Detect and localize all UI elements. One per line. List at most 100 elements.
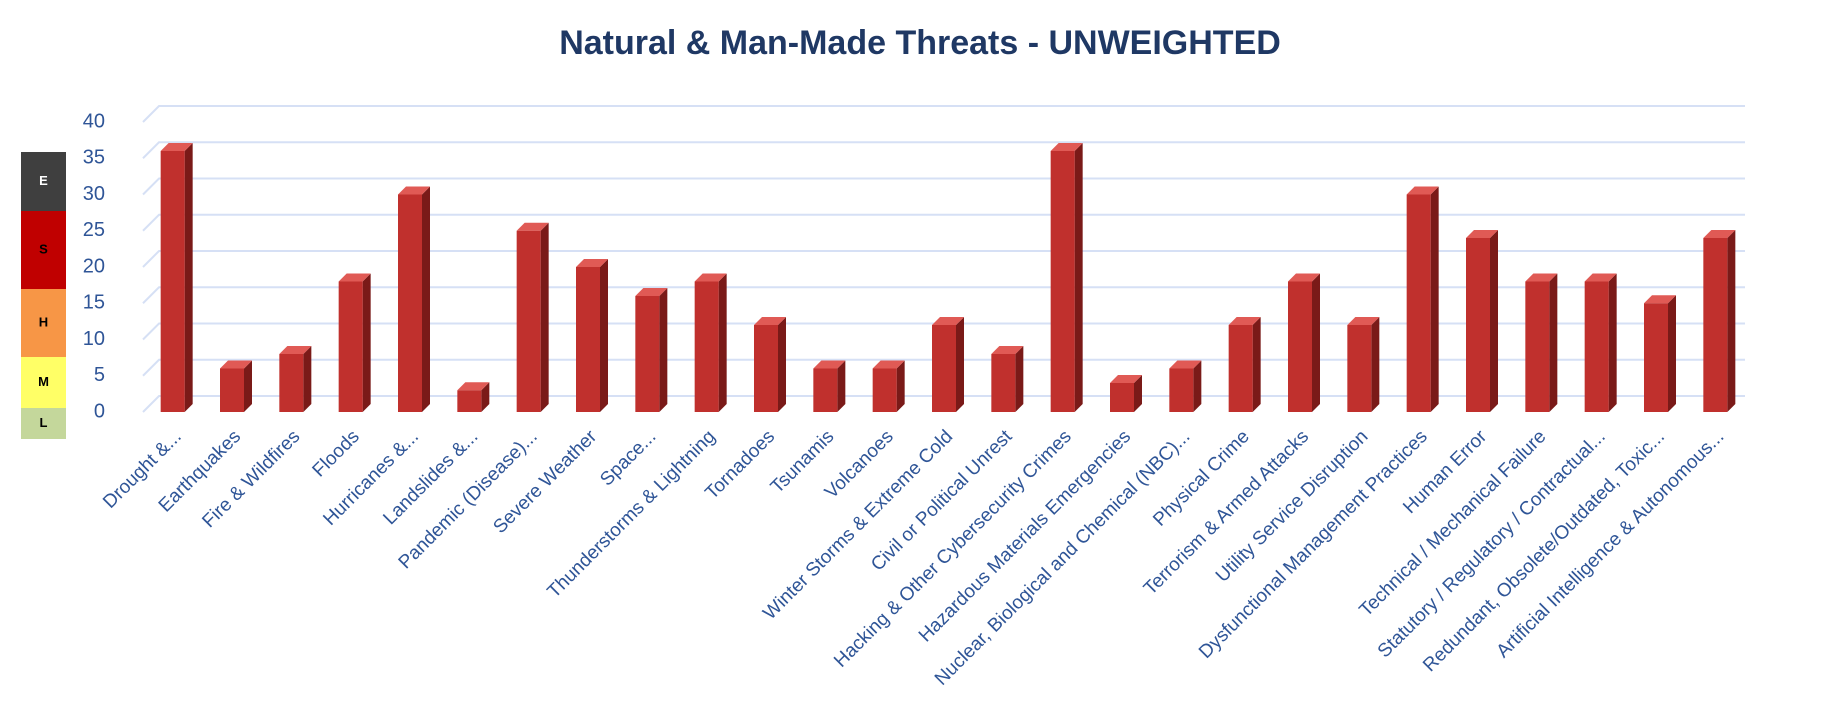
bar-face	[991, 346, 1024, 354]
bar	[516, 222, 549, 412]
bar	[694, 273, 727, 412]
y-tick-label: 0	[94, 400, 105, 422]
grid-line	[142, 141, 1745, 159]
bar	[1110, 375, 1142, 412]
bar-face	[576, 267, 600, 412]
risk-band	[21, 211, 66, 289]
bar-face	[1430, 186, 1439, 412]
bar-face	[635, 296, 660, 412]
bar-face	[813, 360, 846, 369]
bar-face	[872, 368, 897, 412]
bar-face	[778, 317, 786, 412]
bar	[1466, 230, 1498, 412]
bar	[813, 360, 846, 412]
bar	[991, 346, 1024, 412]
bar-face	[872, 360, 905, 369]
bar	[398, 186, 430, 412]
bar-face	[956, 317, 964, 412]
bar-face	[1608, 273, 1617, 412]
bar-face	[754, 317, 786, 325]
bar-face	[1549, 273, 1558, 412]
bar-face	[220, 360, 252, 369]
bar-face	[1312, 273, 1320, 412]
bar-face	[1169, 360, 1202, 369]
bar-face	[1466, 230, 1498, 238]
bar-face	[1074, 143, 1083, 412]
bar-face	[1525, 273, 1558, 282]
bar-face	[398, 194, 422, 412]
bar-face	[160, 143, 193, 151]
chart-title: Natural & Man-Made Threats - UNWEIGHTED	[559, 24, 1281, 62]
bar-face	[279, 346, 312, 354]
bar-face	[718, 273, 727, 412]
y-tick-label: 15	[83, 292, 105, 314]
y-tick-label: 20	[83, 255, 105, 277]
bar	[220, 360, 252, 412]
bar-face	[932, 325, 956, 412]
bar-face	[516, 230, 541, 412]
bar-face	[1668, 295, 1676, 412]
risk-band-label: M	[38, 374, 49, 389]
bar-face	[1110, 383, 1134, 412]
bar-face	[457, 382, 490, 391]
bar	[1050, 143, 1083, 412]
bar-face	[422, 186, 430, 412]
bar	[1406, 186, 1439, 412]
grid-line	[142, 177, 1745, 196]
bar-face	[1525, 281, 1550, 412]
bar-face	[1703, 230, 1736, 238]
y-tick-label: 35	[83, 147, 105, 169]
risk-band	[21, 289, 66, 357]
bar-face	[338, 281, 363, 412]
bar-face	[1644, 303, 1668, 412]
bar-face	[1288, 273, 1320, 282]
bar-face	[991, 354, 1016, 412]
y-tick-label: 5	[94, 364, 105, 386]
x-tick-label: Floods	[309, 426, 364, 481]
bar-face	[635, 288, 668, 296]
bar-face	[600, 259, 608, 412]
bar	[1703, 230, 1736, 412]
y-tick-label: 10	[83, 328, 105, 350]
bar	[1228, 317, 1261, 412]
bar-face	[1252, 317, 1261, 412]
bar-face	[1584, 281, 1609, 412]
grid-line	[142, 358, 1745, 377]
bar	[160, 143, 193, 412]
bar-face	[1703, 238, 1728, 412]
bar	[872, 360, 905, 412]
y-tick-label: 30	[83, 183, 105, 205]
bar	[1644, 295, 1676, 412]
bar-face	[1169, 368, 1194, 412]
grid-line	[142, 250, 1745, 268]
bar-face	[1466, 238, 1490, 412]
bar-face	[1288, 281, 1312, 412]
bar-face	[1347, 325, 1372, 412]
bar-face	[338, 273, 371, 282]
bar-face	[932, 317, 964, 325]
bar	[279, 346, 312, 412]
bar-face	[1193, 360, 1202, 412]
risk-band	[21, 357, 66, 408]
bar-face	[279, 354, 304, 412]
bar	[1525, 273, 1558, 412]
bar-face	[837, 360, 846, 412]
bar	[1584, 273, 1617, 412]
bar-face	[1727, 230, 1736, 412]
bar-face	[184, 143, 193, 412]
bar-face	[1406, 194, 1431, 412]
bar	[932, 317, 964, 412]
bar-face	[220, 368, 244, 412]
bar	[635, 288, 668, 412]
bar-face	[1015, 346, 1024, 412]
bar-face	[1134, 375, 1142, 412]
bar-face	[1347, 317, 1380, 325]
risk-band-label: L	[40, 415, 48, 430]
bar-face	[1228, 325, 1253, 412]
bar-face	[398, 186, 430, 195]
bar	[576, 259, 608, 412]
bar-face	[659, 288, 668, 412]
bar-face	[1644, 295, 1676, 304]
bar	[1288, 273, 1320, 412]
bar	[457, 382, 490, 412]
